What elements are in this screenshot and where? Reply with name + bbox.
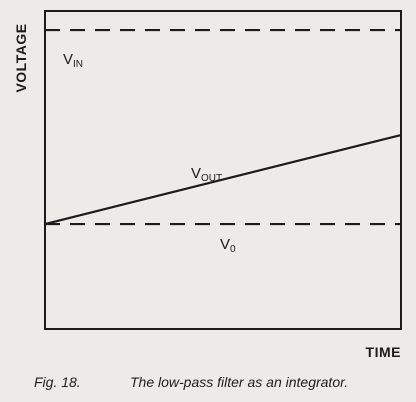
y-axis-title: VOLTAGE [13,23,29,92]
plot-frame [44,10,402,330]
x-axis-title: TIME [366,344,401,360]
figure-caption: Fig. 18. The low-pass filter as an integr… [34,374,414,390]
vout-label: VOUT [191,165,222,184]
figure-number: Fig. 18. [34,374,81,390]
vin-label: VIN [63,51,83,70]
caption-text: The low-pass filter as an integrator. [130,374,349,390]
series-line-vout [44,133,402,226]
v0-label: V0 [220,236,236,255]
